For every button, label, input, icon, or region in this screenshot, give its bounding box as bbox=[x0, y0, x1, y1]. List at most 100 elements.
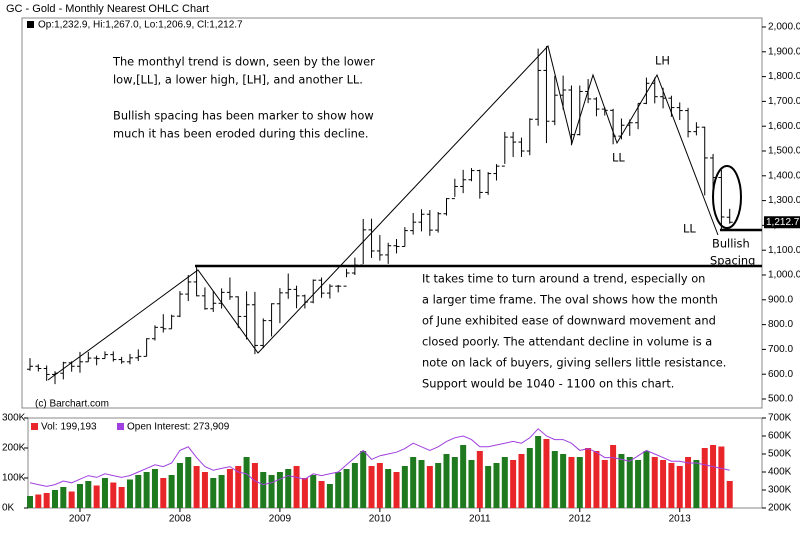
y2-tick-label: 300K bbox=[768, 485, 792, 496]
annotation: note on lack of buyers, giving sellers l… bbox=[422, 356, 726, 370]
y2-tick-label: 200K bbox=[768, 503, 792, 514]
legend: Op:1,232.9, Hi:1,267.0, Lo:1,206.9, Cl:1… bbox=[38, 20, 243, 31]
y-tick-label: 300K bbox=[2, 413, 26, 424]
y2-tick-label: 500K bbox=[768, 449, 792, 460]
y-tick-label: 100K bbox=[2, 473, 26, 484]
volume-bar bbox=[43, 493, 50, 508]
volume-bar bbox=[701, 448, 708, 508]
y2-tick-label: 600K bbox=[768, 431, 792, 442]
volume-bar bbox=[501, 457, 508, 508]
annotation: Support would be 1040 - 1100 on this cha… bbox=[422, 377, 674, 391]
volume-bar bbox=[535, 436, 542, 508]
volume-bar bbox=[651, 457, 658, 508]
volume-bar bbox=[668, 463, 675, 508]
y-tick-label: 1,700.0 bbox=[768, 96, 800, 107]
y-tick-label: 1,500.0 bbox=[768, 146, 800, 157]
volume-bar bbox=[185, 457, 192, 508]
volume-bar bbox=[510, 460, 517, 508]
volume-bar bbox=[193, 466, 200, 508]
volume-bar bbox=[676, 466, 683, 508]
y-tick-label: 2,000.0 bbox=[768, 22, 800, 33]
volume-bar bbox=[276, 472, 283, 508]
x-tick-label: 2011 bbox=[469, 514, 491, 525]
volume-bar bbox=[385, 469, 392, 508]
annotation: a larger time frame. The oval shows how … bbox=[422, 293, 718, 307]
volume-bar bbox=[576, 457, 583, 508]
annotation: Bullish spacing has been marker to show … bbox=[113, 109, 374, 123]
volume-bar bbox=[710, 445, 717, 508]
y-tick-label: 500.0 bbox=[768, 394, 793, 405]
annotation: Spacing bbox=[710, 254, 755, 268]
volume-bar bbox=[460, 445, 467, 508]
trend-line bbox=[47, 44, 719, 381]
volume-bar bbox=[568, 457, 575, 508]
chart-title: GC - Gold - Monthly Nearest OHLC Chart bbox=[6, 3, 209, 15]
y2-tick-label: 400K bbox=[768, 467, 792, 478]
legend-label: Vol: 199,193 bbox=[41, 422, 97, 433]
y-tick-label: 800.0 bbox=[768, 319, 793, 330]
volume-bar bbox=[35, 494, 42, 508]
annotation: Bullish bbox=[712, 237, 750, 251]
volume-bar bbox=[310, 475, 317, 508]
volume-bar bbox=[626, 457, 633, 508]
y-tick-label: 1,400.0 bbox=[768, 170, 800, 181]
oval bbox=[712, 165, 742, 229]
volume-bar bbox=[268, 475, 275, 508]
volume-bar bbox=[143, 472, 150, 508]
legend-swatch bbox=[117, 423, 124, 430]
volume-bar bbox=[426, 466, 433, 508]
volume-bar bbox=[351, 463, 358, 508]
volume-bar bbox=[643, 451, 650, 508]
volume-bar bbox=[393, 472, 400, 508]
volume-bar bbox=[610, 445, 617, 508]
volume-bar bbox=[718, 446, 725, 508]
volume-bar bbox=[243, 457, 250, 508]
y-tick-label: 1,600.0 bbox=[768, 121, 800, 132]
volume-bar bbox=[476, 451, 483, 508]
annotation: LL bbox=[612, 151, 625, 165]
volume-bar bbox=[118, 487, 125, 508]
trend-lines bbox=[47, 44, 762, 381]
volume-bar bbox=[251, 463, 258, 508]
volume-bar bbox=[418, 460, 425, 508]
y-tick-label: 700.0 bbox=[768, 344, 793, 355]
volume-bar bbox=[160, 478, 167, 508]
volume-bar bbox=[360, 451, 367, 508]
volume-bar bbox=[60, 487, 67, 508]
x-tick-label: 2009 bbox=[269, 514, 292, 525]
volume-bar bbox=[451, 457, 458, 508]
annotation: much it has been eroded during this decl… bbox=[113, 127, 368, 141]
open-interest-line bbox=[29, 428, 730, 487]
volume-bar bbox=[685, 457, 692, 508]
volume-bar bbox=[518, 454, 525, 508]
annotation: LH bbox=[655, 54, 670, 68]
x-tick-label: 2012 bbox=[569, 514, 592, 525]
volume-bar bbox=[226, 469, 233, 508]
volume-bar bbox=[560, 454, 567, 508]
volume-bar bbox=[343, 469, 350, 508]
volume-bar bbox=[618, 454, 625, 508]
volume-bar bbox=[526, 448, 533, 508]
x-tick-label: 2010 bbox=[369, 514, 392, 525]
volume-bar bbox=[135, 475, 142, 508]
volume-bar bbox=[401, 466, 408, 508]
volume-bar bbox=[585, 448, 592, 508]
volume-bar bbox=[293, 466, 300, 508]
copyright: (c) Barchart.com bbox=[35, 399, 109, 410]
volume-bar bbox=[151, 469, 158, 508]
volume-bar bbox=[726, 481, 733, 508]
volume-bar bbox=[85, 481, 92, 508]
legend-label: Open Interest: 273,909 bbox=[127, 422, 230, 433]
volume-bar bbox=[301, 478, 308, 508]
x-tick-label: 2013 bbox=[669, 514, 692, 525]
price-tag: 1,212.7 bbox=[766, 217, 800, 228]
annotation: low,[LL], a lower high, [LH], and anothe… bbox=[113, 73, 363, 87]
volume-bar bbox=[201, 472, 208, 508]
volume-bar bbox=[76, 484, 83, 508]
volume-bar bbox=[410, 457, 417, 508]
volume-bar bbox=[543, 439, 550, 508]
legend-swatch bbox=[31, 423, 38, 430]
y-tick-label: 1,100.0 bbox=[768, 245, 800, 256]
annotation: closed poorly. The attendant decline in … bbox=[422, 335, 712, 349]
